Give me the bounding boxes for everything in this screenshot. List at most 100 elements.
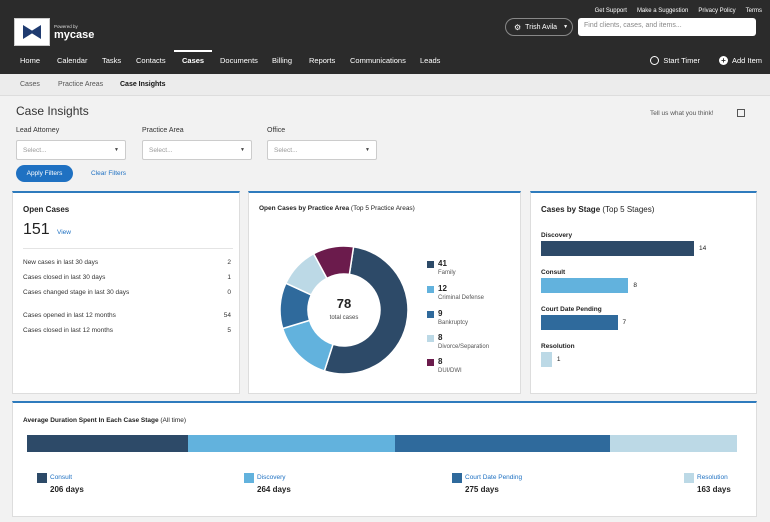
office-select[interactable]: Select... ▼ <box>267 140 377 160</box>
lead-attorney-select[interactable]: Select... ▼ <box>16 140 126 160</box>
chevron-down-icon: ▼ <box>114 147 119 153</box>
chevron-down-icon: ▼ <box>240 147 245 153</box>
subnav-case-insights[interactable]: Case Insights <box>120 81 166 88</box>
duration-days: 206 days <box>50 485 84 494</box>
practice-area-select[interactable]: Select... ▼ <box>142 140 252 160</box>
search-input[interactable]: Find clients, cases, and items... <box>578 18 756 36</box>
stat-row: Cases opened in last 12 months 54 <box>23 312 231 319</box>
stat-value: 2 <box>227 259 231 266</box>
terms-link[interactable]: Terms <box>745 8 762 14</box>
feedback-link[interactable]: Tell us what you think! <box>650 110 714 117</box>
stat-value: 54 <box>223 312 231 319</box>
legend-label[interactable]: Consult <box>50 474 73 481</box>
open-cases-title: Open Cases <box>23 205 70 214</box>
practice-area-donut-chart: 78 total cases <box>279 245 409 375</box>
sub-nav: Cases Practice Areas Case Insights <box>0 74 770 96</box>
apply-filters-button[interactable]: Apply Filters <box>16 165 73 182</box>
duration-days: 275 days <box>465 485 499 494</box>
donut-slice-family[interactable] <box>323 245 409 375</box>
legend-label[interactable]: Discovery <box>257 474 286 481</box>
nav-reports[interactable]: Reports <box>309 56 336 65</box>
stat-row: Cases changed stage in last 30 days 0 <box>23 289 231 296</box>
privacy-policy-link[interactable]: Privacy Policy <box>698 8 736 14</box>
gear-icon: ⚙ <box>514 22 522 32</box>
legend-label: Divorce/Separation <box>438 344 490 350</box>
stat-label: Cases closed in last 30 days <box>23 274 106 281</box>
nav-contacts[interactable]: Contacts <box>136 56 166 65</box>
nav-communications[interactable]: Communications <box>350 56 406 65</box>
legend-item: 8 DUI/DWI <box>427 357 507 379</box>
duration-days: 163 days <box>697 485 731 494</box>
stat-value: 0 <box>227 289 231 296</box>
stat-label: Cases opened in last 12 months <box>23 312 116 319</box>
open-cases-card: Open Cases 151 View New cases in last 30… <box>12 191 240 394</box>
nav-cases[interactable]: Cases <box>182 56 205 65</box>
stage-bar <box>541 352 552 367</box>
mycase-logo: mycase <box>54 29 95 41</box>
stage-value: 8 <box>633 282 638 289</box>
nav-leads[interactable]: Leads <box>420 56 441 65</box>
nav-calendar[interactable]: Calendar <box>57 56 88 65</box>
start-timer-button[interactable]: Start Timer <box>650 56 700 65</box>
stage-label: Court Date Pending <box>541 306 602 313</box>
add-item-label: Add Item <box>731 56 762 65</box>
stat-value: 5 <box>227 327 231 334</box>
legend-label: DUI/DWI <box>438 368 462 374</box>
avg-duration-subtitle: (All time) <box>160 417 187 424</box>
main-nav: Home Calendar Tasks Contacts Cases Docum… <box>0 50 770 74</box>
start-timer-label: Start Timer <box>663 56 700 65</box>
legend-swatch <box>684 473 694 483</box>
print-icon[interactable] <box>737 109 745 117</box>
legend-label[interactable]: Court Date Pending <box>465 474 523 481</box>
practice-area-label: Practice Area <box>142 127 184 134</box>
chevron-down-icon: ▼ <box>365 147 370 153</box>
stat-value: 1 <box>227 274 231 281</box>
legend-value: 12 <box>438 284 447 293</box>
subnav-practice-areas[interactable]: Practice Areas <box>58 81 104 88</box>
open-cases-count: 151 <box>23 221 50 238</box>
subnav-cases[interactable]: Cases <box>20 81 40 88</box>
donut-slice-criminal-defense[interactable] <box>281 319 334 372</box>
legend-swatch <box>427 311 434 318</box>
duration-segment <box>609 435 737 452</box>
logo-mark-icon <box>23 25 41 39</box>
legend-value: 8 <box>438 357 443 366</box>
user-name: Trish Avila <box>525 23 558 31</box>
stat-row: New cases in last 30 days 2 <box>23 259 231 266</box>
stages-heading: Cases by Stage <box>541 205 601 214</box>
stat-label: Cases closed in last 12 months <box>23 327 113 334</box>
legend-value: 8 <box>438 333 443 342</box>
top-bar: Powered by mycase Get Support Make a Sug… <box>0 0 770 74</box>
stage-label: Consult <box>541 269 566 276</box>
stage-bar <box>541 278 629 293</box>
plus-icon: + <box>718 56 728 65</box>
stage-value: 14 <box>699 245 707 252</box>
legend-label[interactable]: Resolution <box>697 474 728 481</box>
add-item-button[interactable]: + Add Item <box>718 56 762 65</box>
nav-documents[interactable]: Documents <box>220 56 258 65</box>
legend-label: Criminal Defense <box>438 295 485 301</box>
user-menu-button[interactable]: ⚙ Trish Avila ▼ <box>505 18 573 36</box>
duration-days: 264 days <box>257 485 291 494</box>
view-open-cases-link[interactable]: View <box>57 229 71 236</box>
make-suggestion-link[interactable]: Make a Suggestion <box>636 8 689 14</box>
stages-subtitle: (Top 5 Stages) <box>602 205 655 214</box>
divider <box>23 248 233 249</box>
nav-home[interactable]: Home <box>20 56 41 65</box>
stage-value: 7 <box>622 319 627 326</box>
nav-tasks[interactable]: Tasks <box>102 56 122 65</box>
legend-value: 41 <box>438 259 447 268</box>
nav-billing[interactable]: Billing <box>272 56 293 65</box>
donut-slice-dui-dwi[interactable] <box>312 245 355 280</box>
stages-title: Cases by Stage (Top 5 Stages) <box>541 205 654 214</box>
lead-attorney-value: Select... <box>23 147 47 154</box>
legend-value: 9 <box>438 309 443 318</box>
donut-total: 78 <box>337 296 351 311</box>
duration-segment <box>27 435 189 452</box>
practice-area-value: Select... <box>149 147 173 154</box>
stage-value: 1 <box>556 356 561 363</box>
firm-logo[interactable] <box>14 18 50 46</box>
get-support-link[interactable]: Get Support <box>594 8 627 14</box>
clear-filters-link[interactable]: Clear Filters <box>91 170 127 177</box>
legend-item: 41 Family <box>427 259 507 281</box>
